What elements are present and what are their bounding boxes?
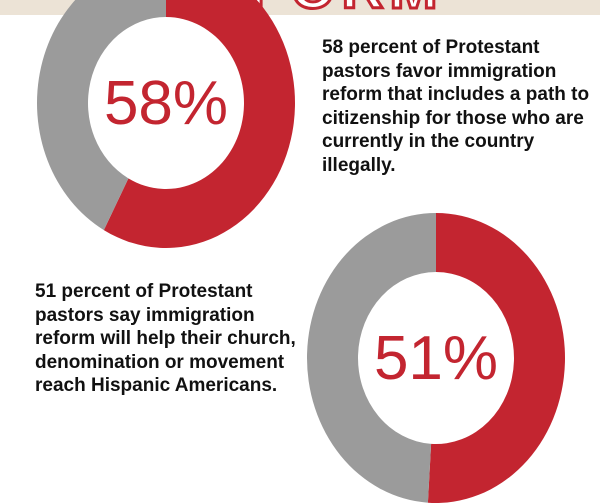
donut-center-label: 51%	[374, 324, 498, 393]
donut-center-label: 58%	[104, 69, 228, 138]
caption-58-percent: 58 percent of Protestant pastors favor i…	[322, 37, 590, 176]
caption-51-percent: 51 percent of Protestant pastors say imm…	[35, 281, 296, 397]
donut-chart-58: 58%	[37, 0, 295, 248]
donut-chart-51: 51%	[307, 213, 565, 503]
donut-slice-other	[37, 0, 166, 231]
donut-slice-favor	[103, 0, 295, 248]
